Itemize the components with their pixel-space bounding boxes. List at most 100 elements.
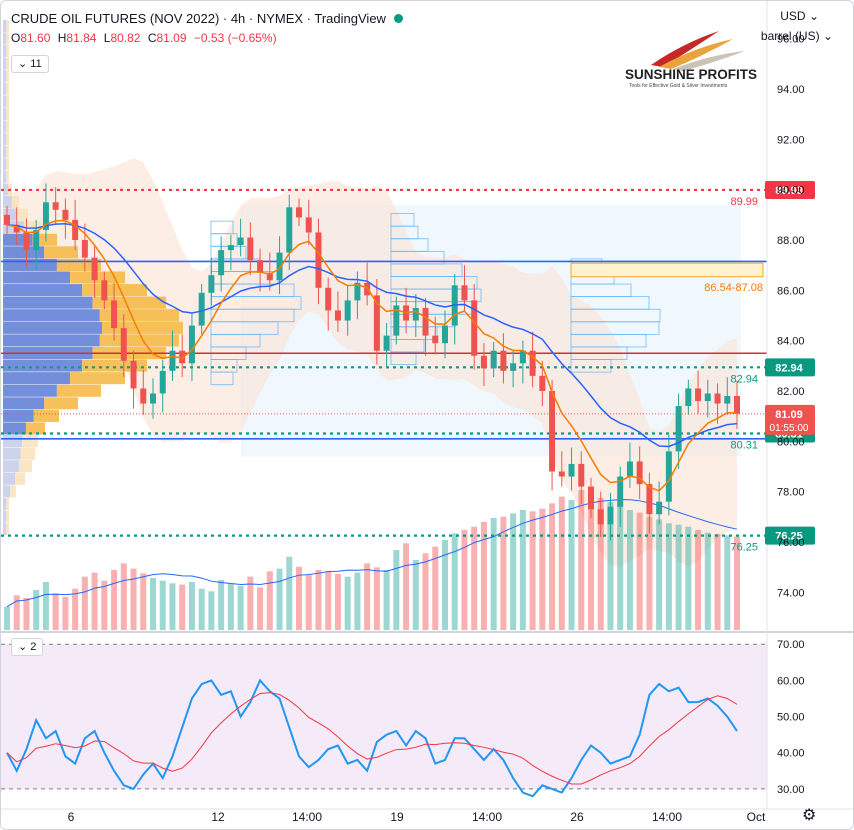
rsi-axis-tick: 50.00 <box>777 712 805 724</box>
volume-profile-bar <box>3 120 7 133</box>
ema-fast-line <box>6 219 738 492</box>
volume-bar <box>305 575 312 630</box>
volume-profile-bar <box>3 447 21 460</box>
volume-bar <box>412 560 419 630</box>
candle <box>529 350 536 376</box>
candle <box>101 280 108 301</box>
last-price-tag <box>765 404 815 435</box>
candle <box>305 217 312 233</box>
level-axis-tag <box>765 180 815 199</box>
volume-profile-bar <box>3 435 23 448</box>
candle <box>4 214 10 225</box>
volume-profile-bar <box>6 158 9 171</box>
volume-bar <box>315 570 322 630</box>
volume-bar <box>588 493 594 630</box>
volume-ma-line <box>6 499 738 608</box>
time-axis-tick: 26 <box>570 810 584 824</box>
candle <box>296 207 302 218</box>
volume-profile-bar <box>6 145 9 158</box>
volume-profile-bar <box>56 384 101 397</box>
volume-profile-bar <box>3 409 34 422</box>
candle <box>276 252 283 281</box>
price-axis-tick: 74.00 <box>777 587 805 599</box>
price-axis-tick: 84.00 <box>777 336 805 348</box>
candle <box>607 506 614 525</box>
volume-bar <box>13 595 20 630</box>
candle <box>490 350 497 369</box>
candle <box>111 300 118 329</box>
candle <box>354 282 361 301</box>
volume-profile-bar <box>22 435 38 448</box>
currency-label: USD <box>780 9 806 23</box>
sunshine-profits-logo: SUNSHINE PROFITS Tools for Effective Gol… <box>623 29 763 94</box>
candle <box>52 202 59 210</box>
candle <box>519 350 526 364</box>
volume-bar <box>383 570 390 630</box>
volume-bar <box>150 578 156 630</box>
rsi-axis-tick: 40.00 <box>777 748 805 760</box>
candle <box>383 335 390 351</box>
candle <box>724 396 731 404</box>
candle <box>325 287 332 311</box>
volume-bar <box>266 571 273 630</box>
volume-profile-bar <box>6 523 9 536</box>
volume-profile-bar <box>6 95 9 108</box>
oscillator-toggle-button[interactable]: ⌄ 2 <box>11 638 44 656</box>
time-axis-tick: Oct <box>747 810 766 824</box>
settings-gear-icon[interactable]: ⚙ <box>802 807 817 824</box>
candle <box>72 219 79 241</box>
volume-bar <box>529 511 536 630</box>
volume-profile-bar <box>82 284 147 297</box>
volume-bar <box>519 510 526 630</box>
currency-selector[interactable]: USD ⌄ <box>780 9 819 23</box>
indicators-toggle-button[interactable]: ⌄ 11 <box>11 55 49 73</box>
volume-profile-bar <box>44 397 78 410</box>
volume-profile-bar <box>26 422 45 435</box>
volume-profile-bar <box>3 384 57 397</box>
unit-selector[interactable]: barrel (US) ⌄ <box>761 29 833 43</box>
volume-profile-bar <box>6 82 9 95</box>
level-label: 82.94 <box>730 373 758 385</box>
volume-profile-bar <box>3 145 7 158</box>
candle <box>344 300 351 321</box>
volume-profile-bar <box>6 32 9 45</box>
session-volume-profile <box>570 359 612 373</box>
candle <box>227 245 234 251</box>
volume-profile-bar <box>3 170 7 183</box>
volume-bar <box>42 582 49 630</box>
volume-profile-bar <box>3 523 7 536</box>
volume-profile-bar <box>3 497 7 510</box>
candle <box>393 305 400 336</box>
volume-profile-bar <box>3 183 8 196</box>
volume-bar <box>159 580 166 630</box>
volume-bar <box>607 502 614 630</box>
volume-bar <box>714 534 721 630</box>
volume-bar <box>617 504 624 630</box>
rsi-band-fill <box>1 644 767 789</box>
volume-bar <box>354 572 361 630</box>
ohlc-change: −0.53 (−0.65%) <box>193 31 277 45</box>
volume-bar <box>334 574 341 630</box>
volume-bar <box>675 524 682 630</box>
volume-bar <box>296 566 302 630</box>
volume-bar <box>480 522 487 630</box>
volume-bar <box>695 530 702 630</box>
volume-profile-bar <box>3 95 7 108</box>
time-axis-tick: 14:00 <box>652 810 682 824</box>
volume-bar <box>208 591 215 630</box>
price-axis-tick: 80.00 <box>777 436 805 448</box>
volume-profile-bar <box>44 246 78 259</box>
candle <box>442 325 448 344</box>
symbol-title[interactable]: CRUDE OIL FUTURES (NOV 2022) · 4h · NYME… <box>11 11 403 26</box>
volume-profile-bar <box>3 296 93 309</box>
ohlc-high: 81.84 <box>66 31 97 45</box>
volume-profile-bar <box>82 359 147 372</box>
candle <box>91 257 98 281</box>
volume-bar <box>665 523 672 630</box>
volume-profile-bar <box>3 372 71 385</box>
volume-bar <box>344 576 351 630</box>
volume-profile-bar <box>20 447 35 460</box>
volume-bar <box>179 584 186 630</box>
